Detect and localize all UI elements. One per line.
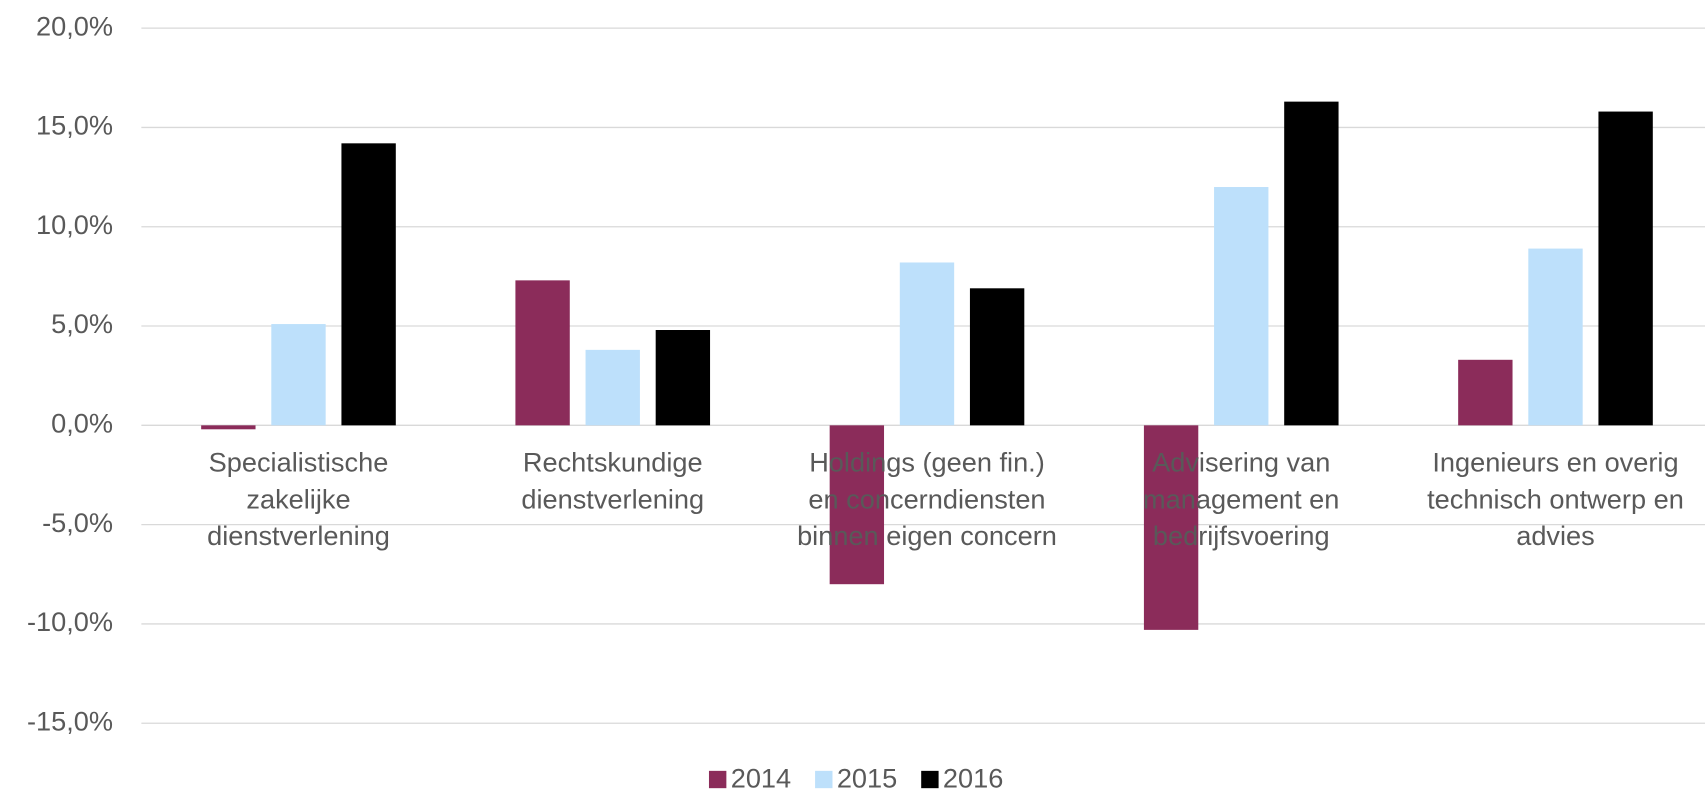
x-tick-label: dienstverlening xyxy=(207,520,390,551)
bar xyxy=(1284,101,1339,426)
x-tick-label: en concerndiensten xyxy=(808,483,1045,514)
legend-swatch xyxy=(921,770,939,789)
x-tick-label: zakelijke xyxy=(246,483,350,514)
y-tick-label: -5,0% xyxy=(42,507,113,538)
x-tick-label: technisch ontwerp en xyxy=(1427,483,1684,514)
legend-label: 2015 xyxy=(837,763,897,794)
y-tick-label: 10,0% xyxy=(36,209,113,240)
legend-label: 2016 xyxy=(943,763,1003,794)
x-tick-label: Ingenieurs en overig xyxy=(1432,447,1678,478)
x-tick-label: Specialistische xyxy=(209,447,389,478)
bar xyxy=(969,288,1025,426)
x-tick-label: advies xyxy=(1516,520,1595,551)
bar xyxy=(1528,248,1583,426)
bar xyxy=(585,349,640,426)
bar xyxy=(655,330,711,426)
bar xyxy=(829,425,885,585)
x-tick-label: dienstverlening xyxy=(521,483,704,514)
x-tick-label: management en xyxy=(1143,483,1339,514)
bar xyxy=(1214,187,1269,426)
x-tick-label: Rechtskundige xyxy=(523,447,703,478)
y-tick-label: 0,0% xyxy=(51,408,113,439)
y-tick-label: -15,0% xyxy=(27,705,113,736)
bar xyxy=(341,143,396,426)
y-tick-label: 5,0% xyxy=(51,308,113,339)
x-tick-label: binnen eigen concern xyxy=(797,520,1057,551)
y-tick-label: -10,0% xyxy=(27,606,113,637)
bar xyxy=(1143,425,1199,630)
bar xyxy=(899,262,955,426)
bar xyxy=(271,324,326,426)
bar xyxy=(1458,359,1513,426)
legend-label: 2014 xyxy=(731,763,791,794)
legend-swatch xyxy=(815,770,833,789)
legend: 2014 2015 2016 xyxy=(708,763,1003,794)
x-tick-label: Holdings (geen fin.) xyxy=(809,447,1045,478)
bar xyxy=(201,425,256,430)
x-tick-label: Advisering van xyxy=(1152,447,1330,478)
bar xyxy=(1598,111,1653,426)
legend-swatch xyxy=(708,770,727,789)
x-tick-label: bedrijfsvoering xyxy=(1153,520,1330,551)
y-tick-label: 15,0% xyxy=(36,110,113,141)
y-tick-label: 20,0% xyxy=(36,10,113,41)
bar xyxy=(515,280,570,426)
